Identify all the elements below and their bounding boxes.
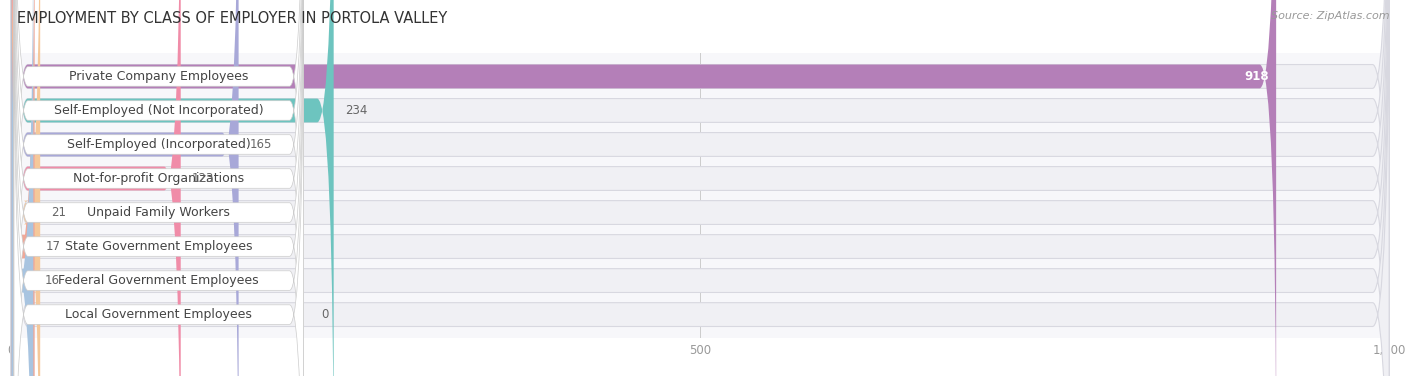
FancyBboxPatch shape — [14, 0, 304, 376]
FancyBboxPatch shape — [11, 0, 181, 376]
Text: 918: 918 — [1244, 70, 1270, 83]
FancyBboxPatch shape — [11, 0, 1389, 376]
FancyBboxPatch shape — [11, 0, 1389, 376]
FancyBboxPatch shape — [14, 0, 304, 376]
Text: EMPLOYMENT BY CLASS OF EMPLOYER IN PORTOLA VALLEY: EMPLOYMENT BY CLASS OF EMPLOYER IN PORTO… — [17, 11, 447, 26]
Text: 17: 17 — [46, 240, 60, 253]
Text: Self-Employed (Incorporated): Self-Employed (Incorporated) — [67, 138, 250, 151]
FancyBboxPatch shape — [11, 0, 1277, 376]
FancyBboxPatch shape — [11, 0, 34, 376]
Text: State Government Employees: State Government Employees — [65, 240, 253, 253]
Text: Local Government Employees: Local Government Employees — [65, 308, 252, 321]
FancyBboxPatch shape — [14, 0, 304, 376]
Text: 21: 21 — [51, 206, 66, 219]
FancyBboxPatch shape — [11, 0, 41, 376]
FancyBboxPatch shape — [11, 0, 1389, 376]
Text: Not-for-profit Organizations: Not-for-profit Organizations — [73, 172, 245, 185]
FancyBboxPatch shape — [14, 0, 304, 376]
FancyBboxPatch shape — [14, 0, 304, 376]
Text: 123: 123 — [191, 172, 214, 185]
Text: Source: ZipAtlas.com: Source: ZipAtlas.com — [1271, 11, 1389, 21]
Text: Self-Employed (Not Incorporated): Self-Employed (Not Incorporated) — [53, 104, 263, 117]
FancyBboxPatch shape — [14, 0, 304, 376]
FancyBboxPatch shape — [11, 0, 1389, 376]
Text: Federal Government Employees: Federal Government Employees — [59, 274, 259, 287]
FancyBboxPatch shape — [11, 0, 1389, 376]
FancyBboxPatch shape — [11, 0, 239, 376]
FancyBboxPatch shape — [11, 0, 1389, 376]
Text: 16: 16 — [45, 274, 59, 287]
Text: Private Company Employees: Private Company Employees — [69, 70, 249, 83]
FancyBboxPatch shape — [11, 0, 1389, 376]
FancyBboxPatch shape — [14, 0, 304, 376]
FancyBboxPatch shape — [11, 0, 1389, 376]
Text: Unpaid Family Workers: Unpaid Family Workers — [87, 206, 231, 219]
Text: 234: 234 — [344, 104, 367, 117]
Text: 165: 165 — [250, 138, 271, 151]
Text: 0: 0 — [321, 308, 329, 321]
FancyBboxPatch shape — [11, 0, 35, 376]
FancyBboxPatch shape — [14, 0, 304, 376]
FancyBboxPatch shape — [11, 0, 333, 376]
